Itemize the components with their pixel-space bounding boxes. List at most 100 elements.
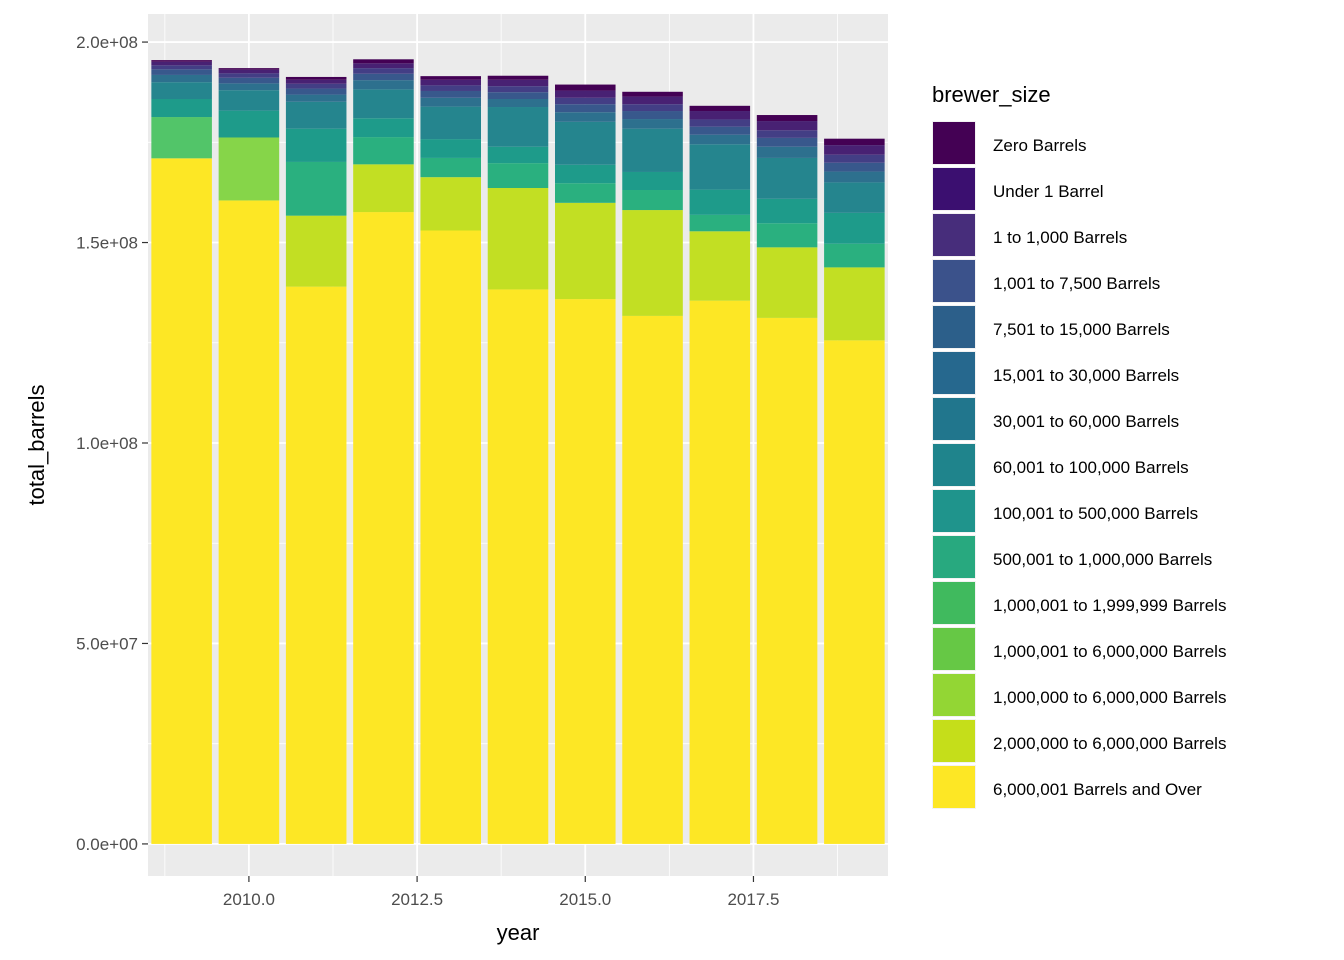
bar-segment <box>622 315 683 844</box>
bar-segment <box>487 146 549 164</box>
x-tick-label: 2017.5 <box>727 890 779 909</box>
bar-segment <box>353 73 414 81</box>
bar-segment <box>218 110 280 138</box>
bar-segment <box>420 157 481 178</box>
bar-segment <box>218 73 280 78</box>
bar-segment <box>824 154 885 163</box>
bar-segment <box>353 59 414 64</box>
legend-swatch <box>933 720 975 762</box>
legend-label: 30,001 to 60,000 Barrels <box>993 412 1179 431</box>
bar-segment <box>622 91 683 97</box>
legend-swatch <box>933 582 975 624</box>
y-axis: 0.0e+00 5.0e+07 1.0e+08 1.5e+08 2.0e+08 <box>76 33 148 854</box>
bar-segment <box>824 243 885 268</box>
bar-segment <box>420 97 481 107</box>
bar-segment <box>622 171 683 191</box>
legend-title: brewer_size <box>932 82 1051 107</box>
x-tick-label: 2010.0 <box>223 890 275 909</box>
bar-segment <box>218 83 280 91</box>
legend-swatch <box>933 122 975 164</box>
bar-segment <box>689 214 751 232</box>
bar-segment <box>487 75 549 80</box>
legend-label: 1,000,001 to 6,000,000 Barrels <box>993 642 1226 661</box>
bar-segment <box>420 139 481 158</box>
legend-swatch <box>933 260 975 302</box>
bar-segment <box>689 119 751 127</box>
legend-label: 2,000,000 to 6,000,000 Barrels <box>993 734 1226 753</box>
legend-swatch <box>933 628 975 670</box>
bar-segment <box>622 119 683 129</box>
bar-segment <box>689 144 751 190</box>
legend-label: Under 1 Barrel <box>993 182 1104 201</box>
legend-label: 7,501 to 15,000 Barrels <box>993 320 1170 339</box>
bar-segment <box>151 69 212 75</box>
bar-segment <box>555 299 616 844</box>
bar-segment <box>622 190 683 211</box>
bar-segment <box>285 128 347 162</box>
bar-segment <box>353 164 414 213</box>
legend-swatch <box>933 214 975 256</box>
bar-segment <box>285 83 347 89</box>
bar-segment <box>622 111 683 120</box>
bar-segment <box>487 188 549 290</box>
bar-segment <box>689 105 751 112</box>
bar-segment <box>285 88 347 95</box>
bar-segment <box>353 212 414 844</box>
legend: brewer_size Zero Barrels Under 1 Barrel 1 … <box>932 82 1226 809</box>
y-tick-label: 1.5e+08 <box>76 234 138 253</box>
x-axis-title: year <box>497 920 540 945</box>
legend-label: 1,000,001 to 1,999,999 Barrels <box>993 596 1226 615</box>
bar-segment <box>420 79 481 86</box>
legend-label: 60,001 to 100,000 Barrels <box>993 458 1189 477</box>
bar-segment <box>756 137 818 147</box>
legend-swatch <box>933 444 975 486</box>
bar-segment <box>285 161 347 216</box>
bar-segment <box>353 137 414 165</box>
legend-label: 500,001 to 1,000,000 Barrels <box>993 550 1212 569</box>
y-tick-label: 0.0e+00 <box>76 835 138 854</box>
bar-segment <box>151 158 212 844</box>
bar-segment <box>353 68 414 74</box>
bar-segment <box>824 212 885 244</box>
legend-swatch <box>933 674 975 716</box>
bar-segment <box>151 74 212 83</box>
bar-segment <box>285 76 347 80</box>
bar-segment <box>420 106 481 140</box>
bar-segment <box>420 90 481 98</box>
bar-segment <box>151 61 212 66</box>
bar-segment <box>622 104 683 112</box>
bar-segment <box>285 79 347 84</box>
bar-segment <box>487 98 549 108</box>
bar-segment <box>353 80 414 90</box>
bar-segment <box>218 137 280 201</box>
bar-segment <box>487 107 549 147</box>
bar-segment <box>285 94 347 102</box>
bar-segment <box>689 189 751 215</box>
bar-segment <box>756 115 818 122</box>
legend-label: 1,000,000 to 6,000,000 Barrels <box>993 688 1226 707</box>
bar-segment <box>824 340 885 844</box>
bar-segment <box>622 96 683 105</box>
bar-segment <box>353 89 414 119</box>
bar-segment <box>555 104 616 113</box>
legend-swatch <box>933 398 975 440</box>
bar-segment <box>622 128 683 172</box>
x-axis: 2010.0 2012.5 2015.0 2017.5 <box>223 876 779 909</box>
bar-segment <box>689 126 751 135</box>
bar-segment <box>555 84 616 91</box>
bar-segment <box>487 79 549 87</box>
bar-segment <box>689 134 751 145</box>
bar-segment <box>555 112 616 122</box>
bar-segment <box>218 68 280 70</box>
bar-segment <box>420 85 481 91</box>
bar-segment <box>218 200 280 844</box>
bars <box>151 59 885 844</box>
legend-label: 1,001 to 7,500 Barrels <box>993 274 1160 293</box>
bar-segment <box>555 121 616 165</box>
bar-segment <box>756 146 818 158</box>
bar-segment <box>218 77 280 84</box>
bar-segment <box>555 97 616 105</box>
bar-segment <box>824 267 885 341</box>
bar-segment <box>487 86 549 93</box>
